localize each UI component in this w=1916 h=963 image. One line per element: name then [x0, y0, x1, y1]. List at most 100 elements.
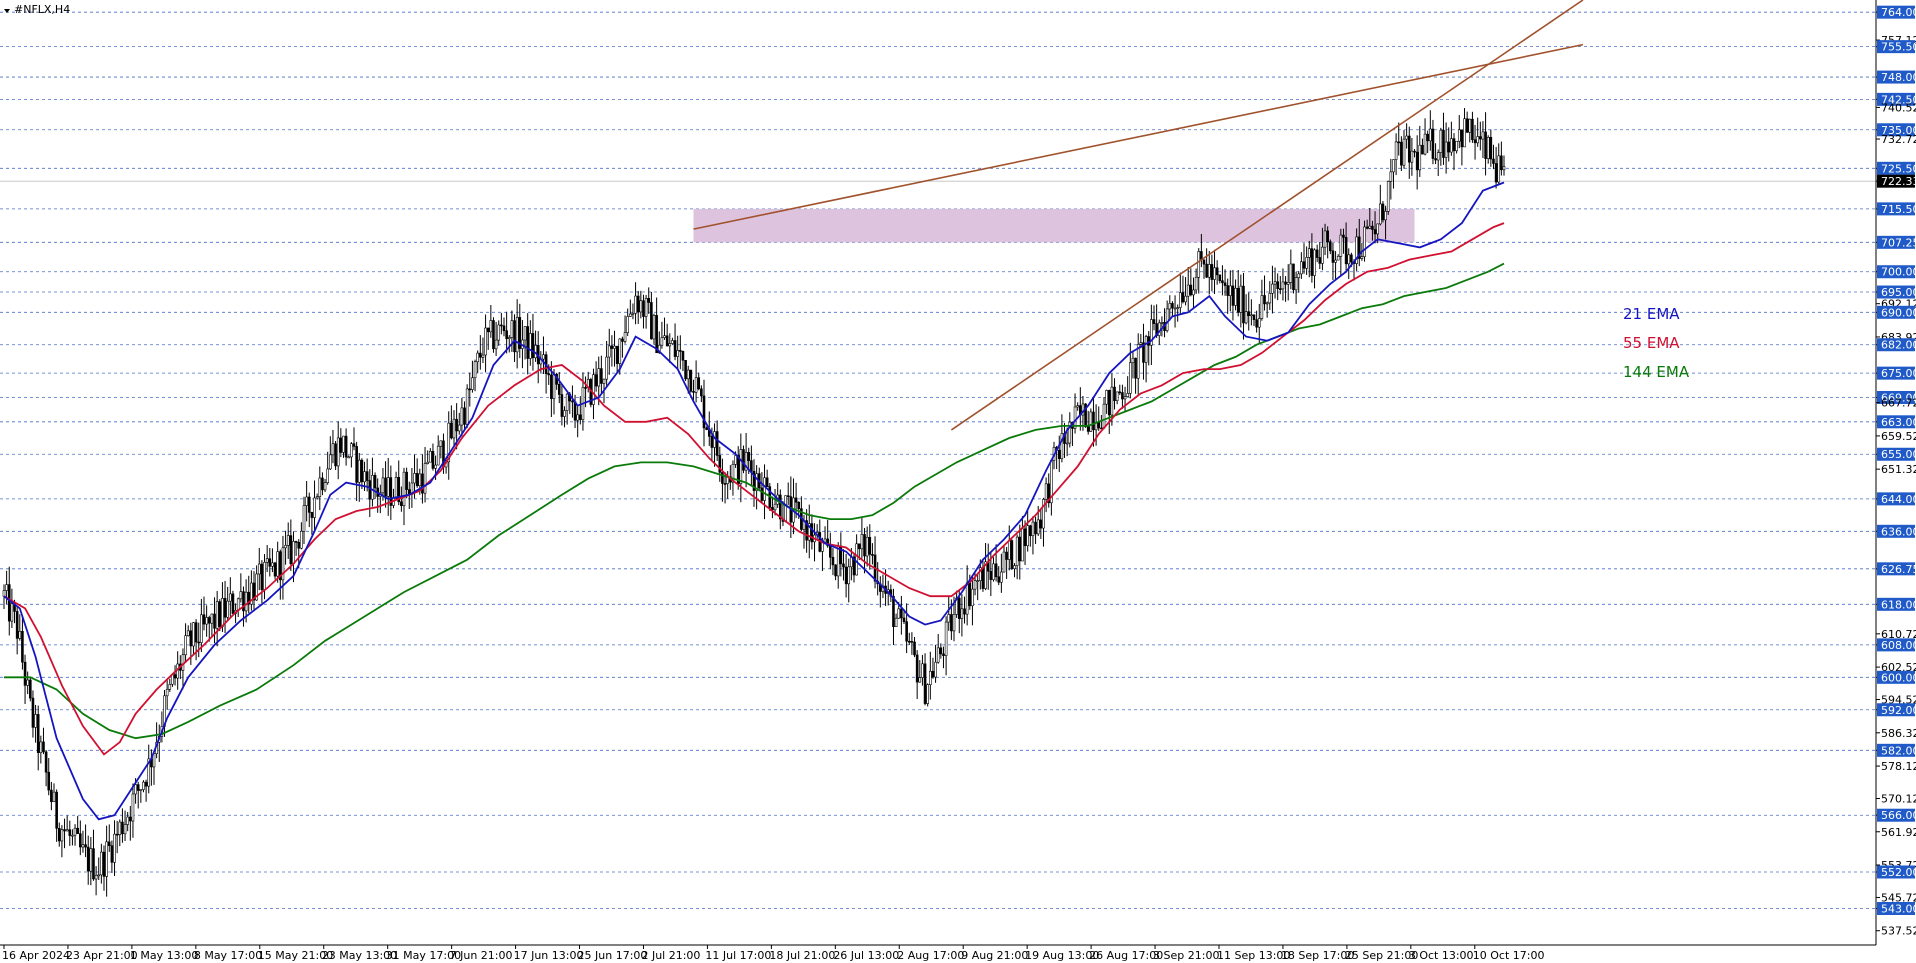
candle [1263, 275, 1266, 311]
price-label: 626.75 [1881, 563, 1916, 576]
candle [300, 522, 303, 550]
candle [1105, 389, 1108, 414]
candle [1244, 294, 1248, 325]
candle [1471, 111, 1474, 143]
candle [323, 478, 327, 493]
candle [197, 622, 201, 658]
candle [339, 428, 343, 458]
candle [355, 441, 358, 502]
legend-entry-0: 21 EMA [1623, 305, 1680, 323]
candle [1089, 408, 1093, 432]
candle [852, 552, 856, 583]
candle [913, 636, 916, 658]
candle [52, 783, 56, 803]
candle [252, 571, 256, 612]
x-tick-label: 23 Apr 21:00 [66, 949, 138, 962]
candle [200, 598, 203, 653]
candle [115, 820, 119, 854]
candle [807, 504, 811, 559]
candle [1286, 264, 1290, 301]
candle [1497, 143, 1501, 186]
candle [1444, 122, 1448, 174]
candle [284, 530, 287, 565]
candle [97, 857, 101, 881]
candle [997, 566, 1001, 586]
y-tick-label: 659.52 [1881, 430, 1916, 443]
candle-layer [2, 108, 1506, 897]
candle [1381, 201, 1385, 223]
price-label: 592.00 [1881, 704, 1916, 717]
dropdown-triangle-icon[interactable] [4, 9, 10, 13]
x-tick-label: 2 Jul 21:00 [641, 949, 700, 962]
candle [257, 547, 261, 591]
candle [934, 644, 937, 683]
candle [655, 297, 658, 354]
candle [486, 327, 490, 350]
price-label-box [1877, 161, 1915, 175]
lower-support-trendline[interactable] [950, 0, 1584, 431]
upper-resistance-trendline[interactable] [693, 43, 1584, 230]
candle [1002, 544, 1006, 573]
candle [229, 577, 232, 617]
candle [921, 654, 924, 686]
candle [271, 548, 274, 573]
candle [1276, 273, 1279, 301]
candle [1221, 265, 1224, 296]
candle [671, 337, 674, 345]
candle [1457, 115, 1461, 149]
candle [1239, 274, 1243, 328]
candle [1297, 271, 1301, 293]
chart-title: #NFLX,H4 [14, 3, 70, 16]
candle [1165, 300, 1169, 333]
candle [1271, 265, 1274, 314]
candle [647, 287, 651, 314]
candle [1250, 299, 1253, 326]
price-label: 715.50 [1881, 203, 1916, 216]
candle [421, 454, 424, 504]
candle [331, 429, 335, 464]
price-label: 608.00 [1881, 639, 1916, 652]
candle [571, 385, 574, 418]
candle [205, 605, 208, 637]
candle [1121, 384, 1124, 409]
candle [1344, 222, 1348, 273]
candle [918, 660, 922, 683]
candle [21, 616, 24, 670]
candle [357, 452, 361, 502]
candle [71, 829, 74, 846]
candle [642, 294, 645, 329]
candle [871, 543, 874, 565]
candle [147, 744, 151, 794]
candle [944, 616, 948, 676]
candle [1321, 227, 1324, 271]
candle [663, 317, 666, 340]
x-tick-label: 18 Jul 21:00 [769, 949, 835, 962]
candle [329, 436, 332, 470]
candle [479, 335, 482, 370]
ema144-line [4, 262, 1505, 740]
candle [1305, 246, 1308, 275]
price-label-box [1877, 70, 1915, 84]
candle [126, 812, 129, 832]
trend-layer [693, 0, 1584, 431]
candle [1292, 263, 1295, 294]
candle [942, 646, 945, 669]
candle [1302, 243, 1306, 274]
candle [579, 396, 582, 425]
price-label-box [1877, 703, 1915, 717]
candle [1113, 378, 1116, 410]
candle [607, 328, 611, 375]
candle [1260, 279, 1264, 321]
candle [110, 840, 114, 874]
price-label: 748.00 [1881, 71, 1916, 84]
candle [494, 321, 498, 356]
candle [113, 820, 116, 876]
candle [429, 448, 432, 463]
candle [1315, 244, 1319, 263]
candle [629, 299, 632, 317]
candle [1057, 435, 1061, 472]
candle [971, 575, 974, 626]
candle [860, 517, 864, 559]
candle [765, 469, 769, 488]
